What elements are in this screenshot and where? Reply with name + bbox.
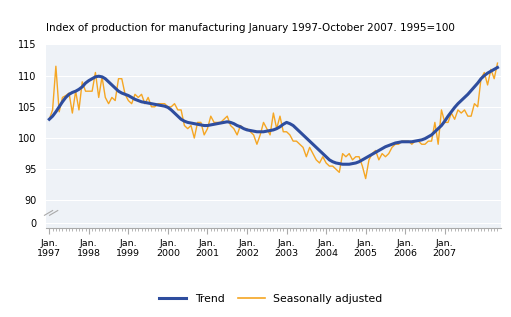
Legend: Trend, Seasonally adjusted: Trend, Seasonally adjusted	[155, 290, 387, 308]
Text: Index of production for manufacturing January 1997-October 2007. 1995=100: Index of production for manufacturing Ja…	[46, 23, 455, 33]
